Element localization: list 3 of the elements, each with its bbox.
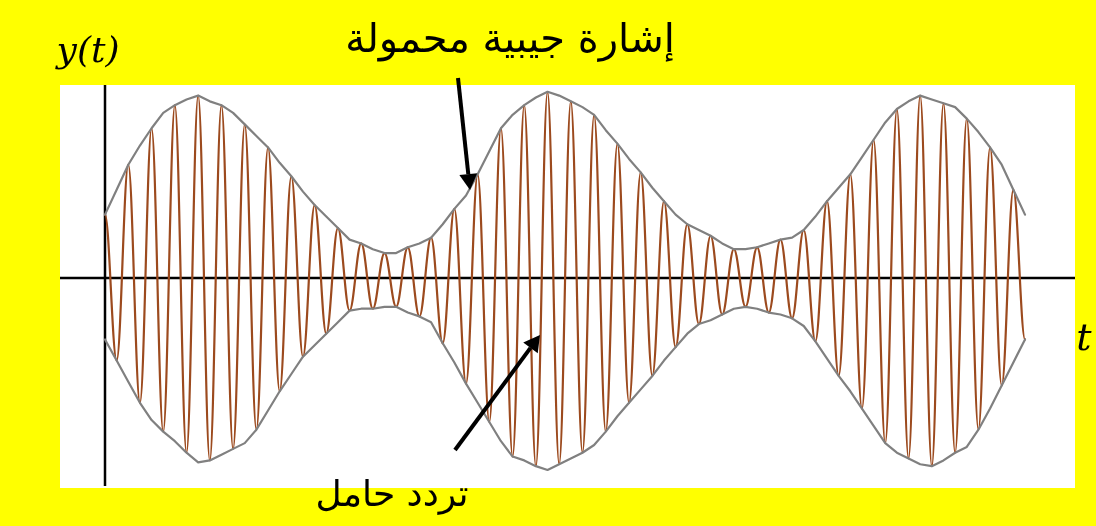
text: إشارة جيبية محمولة <box>345 15 675 62</box>
y-axis-title: y(t) <box>54 29 120 70</box>
x-axis-title: t <box>1076 315 1093 359</box>
